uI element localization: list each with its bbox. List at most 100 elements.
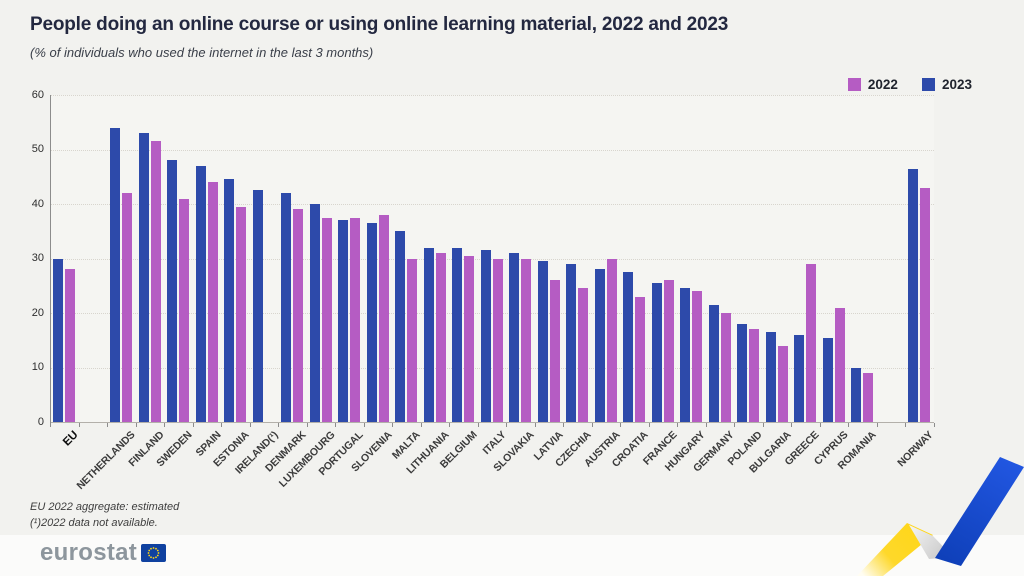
bar-belgium-2023 xyxy=(452,247,463,422)
y-axis-label-20: 20 xyxy=(31,306,44,319)
x-axis-tick xyxy=(278,423,279,427)
bar-slovenia-2023 xyxy=(366,223,377,422)
bar-belgium-2022 xyxy=(464,255,475,422)
bar-netherlands-2023 xyxy=(110,127,121,422)
x-axis-tick xyxy=(762,423,764,427)
gridline-30 xyxy=(50,258,934,260)
x-axis-tick xyxy=(50,423,51,427)
bar-cyprus-2023 xyxy=(822,337,833,422)
x-axis-tick xyxy=(677,423,678,427)
bar-slovenia-2022 xyxy=(378,214,389,422)
gridline-10 xyxy=(50,367,934,369)
bar-netherlands-2022 xyxy=(122,193,133,422)
bar-bulgaria-2023 xyxy=(765,332,776,422)
bar-sweden-2022 xyxy=(179,198,190,422)
bar-ireland-2023 xyxy=(252,190,263,422)
bar-luxembourg-2022 xyxy=(321,217,332,422)
x-axis-tick xyxy=(648,423,650,427)
ribbon-blue-band xyxy=(935,457,1024,566)
y-axis-label-30: 30 xyxy=(31,252,44,264)
legend: 2022 2023 xyxy=(847,77,972,92)
bar-hungary-2023 xyxy=(680,288,691,422)
x-axis-line xyxy=(50,422,934,423)
bar-denmark-2022 xyxy=(293,209,304,422)
legend-item-2023: 2023 xyxy=(921,77,972,92)
bar-bulgaria-2022 xyxy=(777,345,788,422)
bar-portugal-2023 xyxy=(338,220,349,422)
bar-croatia-2022 xyxy=(635,296,646,422)
x-axis-tick xyxy=(249,423,251,427)
footnote-eu-estimate: EU 2022 aggregate: estimated xyxy=(30,501,180,513)
legend-item-2022: 2022 xyxy=(847,77,898,92)
x-axis-tick xyxy=(876,423,878,427)
gridline-20 xyxy=(50,313,934,314)
legend-swatch-2022 xyxy=(847,78,861,91)
bar-italy-2022 xyxy=(492,258,503,422)
bar-poland-2023 xyxy=(737,323,748,422)
x-axis-tick xyxy=(506,423,507,427)
chart-subtitle: (% of individuals who used the internet … xyxy=(30,45,374,60)
bar-italy-2023 xyxy=(480,250,491,422)
x-axis-tick xyxy=(221,423,222,427)
footnote-ireland-na: (¹)2022 data not available. xyxy=(30,517,158,529)
bar-germany-2022 xyxy=(720,313,731,422)
y-axis-label-10: 10 xyxy=(31,361,44,373)
bar-eu-2022 xyxy=(65,269,76,422)
bar-lithuania-2023 xyxy=(423,247,434,422)
x-axis-tick xyxy=(78,423,80,427)
bar-cyprus-2022 xyxy=(834,307,845,422)
x-axis-tick xyxy=(791,423,792,427)
bar-slovakia-2023 xyxy=(509,253,520,422)
bar-austria-2022 xyxy=(606,258,617,422)
x-axis-tick xyxy=(135,423,137,427)
bar-malta-2023 xyxy=(395,231,406,422)
x-axis-tick xyxy=(905,423,906,427)
footer-bar: eurostat xyxy=(0,535,1024,576)
x-axis-tick xyxy=(306,423,308,427)
x-axis-tick xyxy=(563,423,564,427)
x-axis-tick xyxy=(107,423,108,427)
x-axis-tick xyxy=(449,423,450,427)
bar-spain-2023 xyxy=(195,165,206,422)
bar-romania-2022 xyxy=(863,372,874,422)
x-axis-tick xyxy=(420,423,422,427)
y-axis-label-40: 40 xyxy=(31,197,44,210)
x-axis-tick xyxy=(164,423,165,427)
bar-denmark-2023 xyxy=(281,193,292,422)
x-axis-tick xyxy=(363,423,365,427)
bar-sweden-2023 xyxy=(167,160,178,422)
bar-germany-2023 xyxy=(708,304,719,422)
bar-norway-2022 xyxy=(920,187,931,422)
bar-greece-2023 xyxy=(794,334,805,422)
bar-austria-2023 xyxy=(594,269,605,422)
legend-label-2022: 2022 xyxy=(867,77,898,92)
bar-hungary-2022 xyxy=(692,291,703,422)
x-axis-tick xyxy=(335,423,336,427)
bar-poland-2022 xyxy=(749,329,760,422)
ribbon-yellow-band xyxy=(857,523,933,576)
bar-czechia-2022 xyxy=(578,288,589,422)
bar-croatia-2023 xyxy=(623,272,634,422)
x-axis-tick xyxy=(534,423,536,427)
eurostat-logo: eurostat xyxy=(40,539,167,566)
chart-title: People doing an online course or using o… xyxy=(30,14,729,35)
x-axis-tick xyxy=(819,423,821,427)
y-axis-label-60: 60 xyxy=(31,88,44,101)
bar-estonia-2022 xyxy=(236,206,247,422)
eurostat-wordmark: eurostat xyxy=(40,539,138,566)
gridline-60 xyxy=(50,95,934,96)
bar-romania-2023 xyxy=(851,367,862,422)
bar-france-2022 xyxy=(663,280,674,422)
gridline-50 xyxy=(50,149,934,151)
gridline-40 xyxy=(50,204,934,205)
x-axis-tick xyxy=(477,423,479,427)
x-axis-tick xyxy=(620,423,621,427)
bar-france-2023 xyxy=(651,283,662,422)
bar-portugal-2022 xyxy=(350,217,361,422)
bar-czechia-2023 xyxy=(566,263,577,422)
y-axis-line xyxy=(50,95,51,426)
x-axis-tick xyxy=(192,423,194,427)
bar-estonia-2023 xyxy=(224,179,235,422)
x-axis-tick xyxy=(392,423,393,427)
